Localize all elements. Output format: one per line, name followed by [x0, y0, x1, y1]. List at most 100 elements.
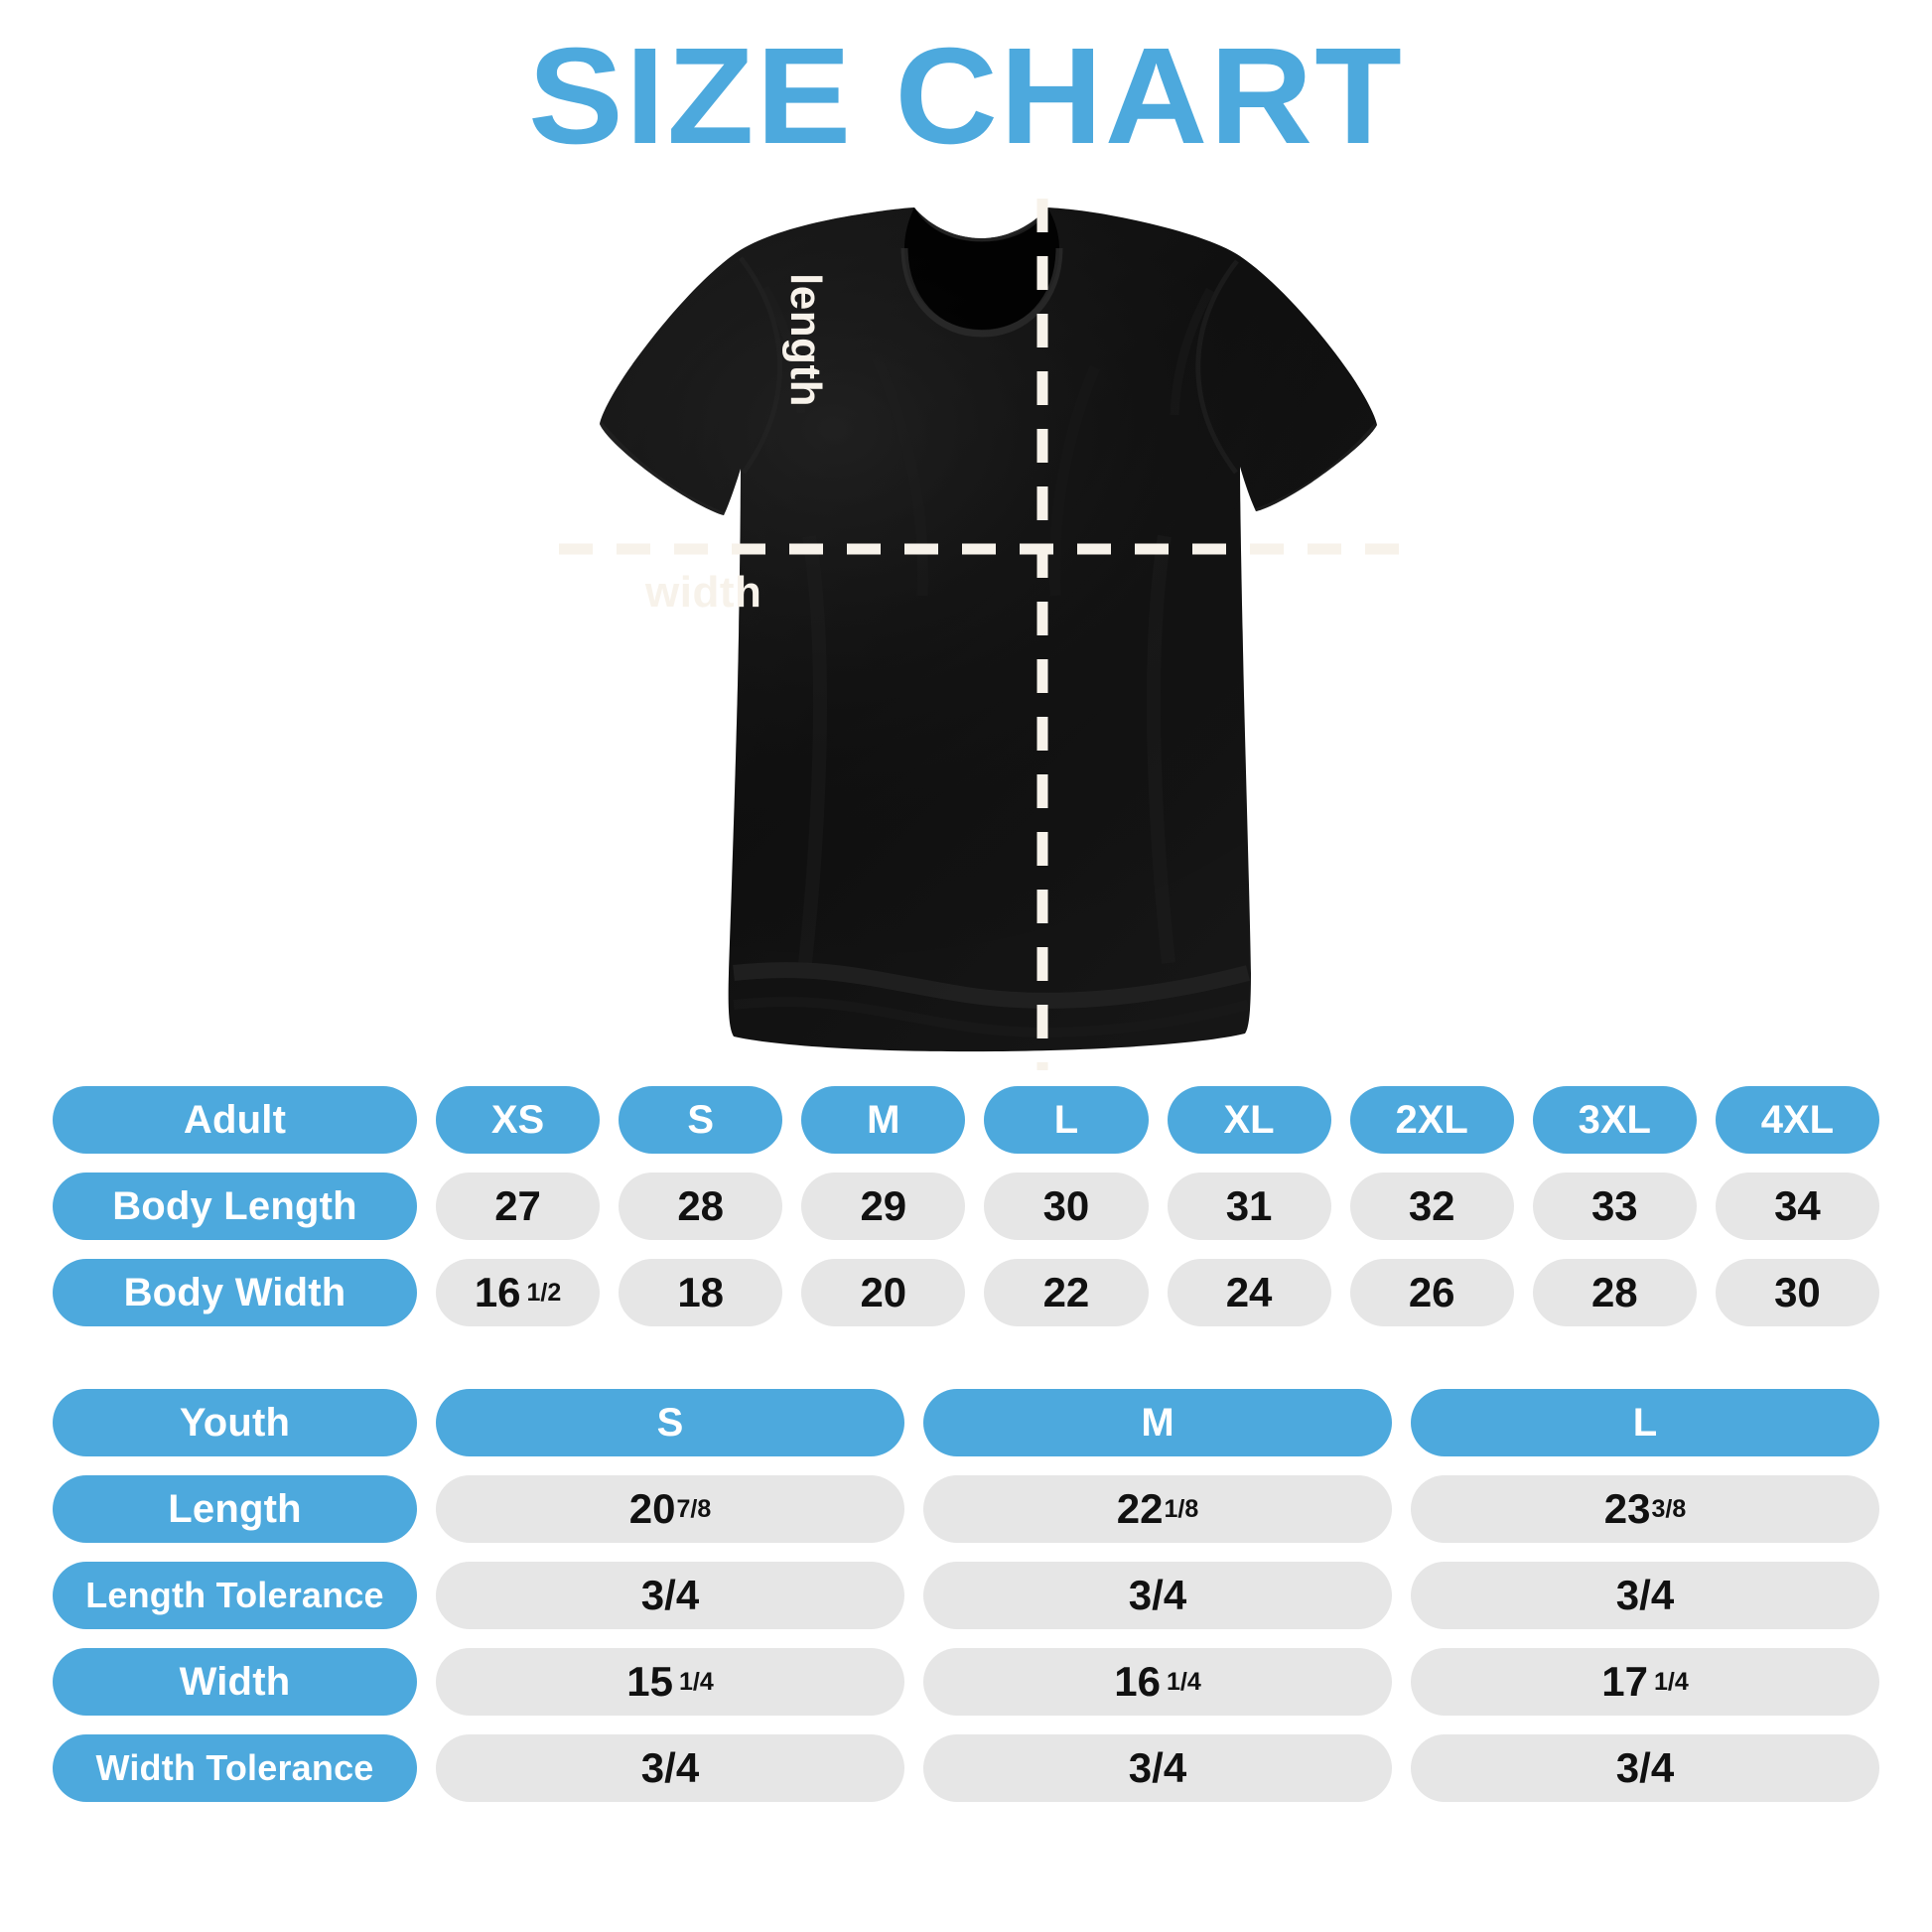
tshirt-illustration: width length	[410, 179, 1522, 1072]
adult-cell: 33	[1532, 1173, 1697, 1240]
adult-cell: 22	[984, 1259, 1149, 1326]
table-row: Length Tolerance 3/4 3/4 3/4	[53, 1562, 1879, 1629]
fraction-text: 1/2	[526, 1278, 562, 1307]
youth-size-header-m: M	[923, 1389, 1392, 1456]
cell-text: 17	[1601, 1658, 1648, 1705]
youth-size-table: Youth S M L Length 20 7/8 22 1/8 23 3/8 Length Tol…	[0, 1389, 1932, 1802]
youth-section-label: Youth	[53, 1389, 417, 1456]
size-tables: Adult XS S M L XL 2XL 3XL 4XL Body Length 27 28 29 3…	[0, 1086, 1932, 1821]
adult-cell: 20	[801, 1259, 966, 1326]
cell-text: 26	[1408, 1269, 1455, 1315]
cell-text: Width Tolerance	[95, 1747, 374, 1788]
cell-text: M	[867, 1098, 900, 1142]
adult-cell: 16 1/2	[436, 1259, 601, 1326]
youth-row-label: Length	[53, 1475, 417, 1543]
cell-text: 3/4	[640, 1572, 700, 1618]
adult-cell: 27	[436, 1173, 601, 1240]
cell-text: M	[1141, 1401, 1174, 1445]
cell-text: 3/4	[1615, 1572, 1675, 1618]
adult-cell: 30	[984, 1173, 1149, 1240]
cell-text: 24	[1225, 1269, 1273, 1315]
cell-text: Width	[179, 1660, 291, 1704]
cell-text: 28	[1590, 1269, 1638, 1315]
cell-text: Youth	[179, 1401, 291, 1445]
youth-cell: 3/4	[1411, 1734, 1879, 1802]
cell-text: 20	[628, 1485, 676, 1532]
youth-row-label: Width	[53, 1648, 417, 1716]
adult-cell: 28	[619, 1173, 783, 1240]
cell-text: 28	[677, 1182, 725, 1229]
cell-text: Length	[168, 1487, 302, 1531]
youth-row-label: Length Tolerance	[53, 1562, 417, 1629]
adult-cell: 18	[619, 1259, 783, 1326]
youth-cell: 20 7/8	[436, 1475, 904, 1543]
youth-table-body: Length 20 7/8 22 1/8 23 3/8 Length Tolerance 3/4…	[53, 1475, 1879, 1802]
adult-size-header-4xl: 4XL	[1715, 1086, 1879, 1154]
cell-text: 31	[1225, 1182, 1273, 1229]
youth-cell: 15 1/4	[436, 1648, 904, 1716]
cell-text: 27	[494, 1182, 541, 1229]
adult-cell: 31	[1167, 1173, 1331, 1240]
cell-text: 3/4	[1128, 1572, 1187, 1618]
tshirt-shading	[600, 207, 1377, 1052]
cell-text: 16	[1114, 1658, 1161, 1705]
fraction-text: 3/8	[1651, 1494, 1687, 1523]
cell-text: 3/4	[1615, 1744, 1675, 1791]
adult-table-body: Body Length 27 28 29 30 31 32 33 34 Body Width 16 1…	[53, 1173, 1879, 1326]
cell-text: 32	[1408, 1182, 1455, 1229]
cell-text: S	[656, 1401, 684, 1445]
adult-section-label: Adult	[53, 1086, 417, 1154]
adult-size-header-2xl: 2XL	[1349, 1086, 1514, 1154]
youth-cell: 3/4	[923, 1734, 1392, 1802]
cell-text: Length Tolerance	[85, 1575, 384, 1615]
cell-text: 33	[1590, 1182, 1638, 1229]
cell-text: 2XL	[1395, 1098, 1468, 1142]
cell-text: 18	[677, 1269, 725, 1315]
width-label: width	[645, 568, 762, 617]
cell-text: XS	[490, 1098, 545, 1142]
cell-text: Body Width	[123, 1271, 346, 1314]
adult-cell: 29	[801, 1173, 966, 1240]
adult-row-label: Body Width	[53, 1259, 417, 1326]
cell-text: 3/4	[1128, 1744, 1187, 1791]
adult-size-header-l: L	[984, 1086, 1149, 1154]
cell-text: S	[687, 1098, 715, 1142]
youth-cell: 22 1/8	[923, 1475, 1392, 1543]
adult-size-header-xs: XS	[436, 1086, 601, 1154]
table-row: Width 15 1/4 16 1/4 17 1/4	[53, 1648, 1879, 1716]
adult-cell: 32	[1349, 1173, 1514, 1240]
cell-text: 3XL	[1578, 1098, 1651, 1142]
table-row: Body Width 16 1/2 18 20 22 24 26 28 30	[53, 1259, 1879, 1326]
youth-cell: 23 3/8	[1411, 1475, 1879, 1543]
cell-text: XL	[1223, 1098, 1275, 1142]
cell-text: 20	[860, 1269, 907, 1315]
cell-text: 4XL	[1760, 1098, 1835, 1142]
cell-text: 16	[474, 1269, 521, 1315]
length-label: length	[781, 273, 830, 407]
adult-cell: 34	[1715, 1173, 1879, 1240]
adult-size-header-s: S	[619, 1086, 783, 1154]
table-row: Body Length 27 28 29 30 31 32 33 34	[53, 1173, 1879, 1240]
cell-text: 23	[1603, 1485, 1651, 1532]
fraction-text: 1/4	[678, 1667, 714, 1696]
youth-cell: 17 1/4	[1411, 1648, 1879, 1716]
cell-text: 30	[1774, 1269, 1821, 1315]
adult-cell: 26	[1349, 1259, 1514, 1326]
adult-header-row: Adult XS S M L XL 2XL 3XL 4XL	[53, 1086, 1879, 1154]
cell-text: 15	[626, 1658, 673, 1705]
cell-text: L	[1632, 1401, 1658, 1445]
cell-text: Body Length	[112, 1184, 357, 1228]
fraction-text: 1/8	[1164, 1494, 1199, 1523]
youth-cell: 3/4	[436, 1562, 904, 1629]
adult-cell: 24	[1167, 1259, 1331, 1326]
cell-text: 29	[860, 1182, 907, 1229]
table-row: Width Tolerance 3/4 3/4 3/4	[53, 1734, 1879, 1802]
cell-text: Adult	[183, 1098, 287, 1142]
youth-cell: 3/4	[1411, 1562, 1879, 1629]
tshirt-icon	[559, 199, 1413, 1070]
cell-text: 3/4	[640, 1744, 700, 1791]
cell-text: 22	[1042, 1269, 1090, 1315]
fraction-text: 1/4	[1166, 1667, 1201, 1696]
youth-header-row: Youth S M L	[53, 1389, 1879, 1456]
